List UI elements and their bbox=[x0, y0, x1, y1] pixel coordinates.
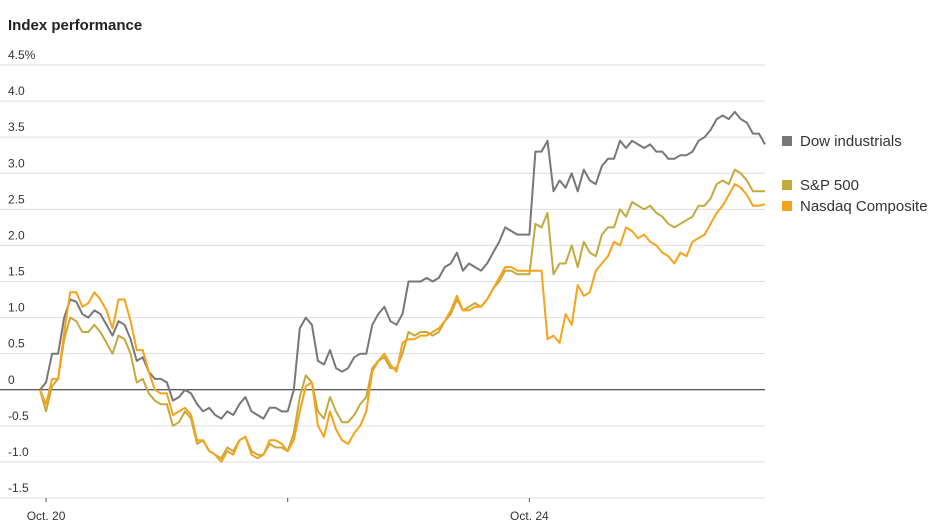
chart-title: Index performance bbox=[8, 17, 142, 34]
y-tick-label: 2.0 bbox=[8, 228, 25, 242]
y-tick-label: -1.0 bbox=[8, 445, 29, 459]
y-tick-label: 1.5 bbox=[8, 265, 25, 279]
legend-label: Dow industrials bbox=[800, 133, 902, 150]
y-tick-label: 1.0 bbox=[8, 301, 25, 315]
x-tick-label: Oct. 20 bbox=[27, 509, 66, 523]
legend-swatch bbox=[782, 201, 792, 211]
y-tick-label: -0.5 bbox=[8, 409, 29, 423]
series-line bbox=[39, 183, 766, 463]
legend-swatch bbox=[782, 136, 792, 146]
y-tick-label: 4.0 bbox=[8, 84, 25, 98]
series-line bbox=[39, 168, 765, 460]
legend-label: Nasdaq Composite bbox=[800, 198, 928, 215]
y-tick-label: 2.5 bbox=[8, 192, 25, 206]
y-tick-label: 3.0 bbox=[8, 156, 25, 170]
legend-swatch bbox=[782, 180, 792, 190]
series-line bbox=[39, 110, 766, 420]
y-tick-label: 3.5 bbox=[8, 120, 25, 134]
y-tick-label: -1.5 bbox=[8, 481, 29, 495]
y-tick-label: 0 bbox=[8, 373, 15, 387]
legend-label: S&P 500 bbox=[800, 177, 859, 194]
y-tick-label: 4.5% bbox=[8, 48, 36, 62]
y-tick-label: 0.5 bbox=[8, 337, 25, 351]
x-tick-label: Oct. 24 bbox=[510, 509, 549, 523]
